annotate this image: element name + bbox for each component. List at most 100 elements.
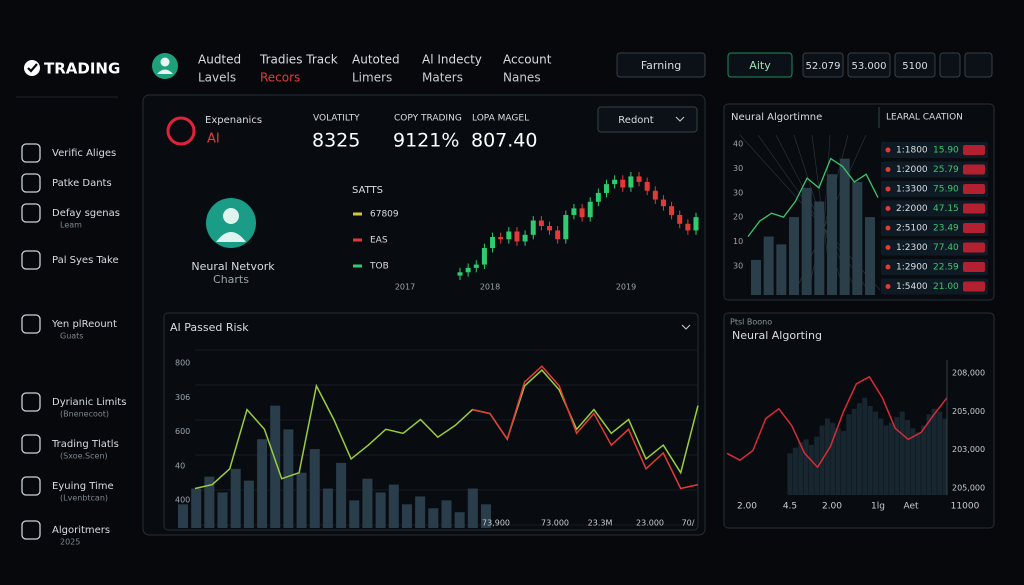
x-tick-label: 23.000 (636, 519, 664, 528)
row-tag (963, 184, 985, 194)
sidebar-sub: (Sxoe.Scen) (60, 452, 108, 461)
profile-subtitle: Charts (213, 273, 249, 286)
x-tick-label: 2019 (616, 283, 636, 292)
candle-body (514, 231, 520, 242)
sidebar-icon[interactable] (21, 203, 41, 223)
sidebar-icon[interactable] (21, 476, 41, 496)
candle-body (530, 220, 536, 235)
sidebar-icon[interactable] (21, 250, 41, 270)
legend-title: SATTS (352, 185, 383, 196)
row-icon (885, 167, 891, 172)
candle-body (547, 226, 553, 231)
quote-box[interactable] (802, 52, 844, 78)
bar (878, 418, 884, 495)
x-tick-label: 2017 (395, 283, 415, 292)
stat-label: VOLATILTY (313, 114, 360, 124)
candle-body (620, 179, 626, 188)
candle-body (587, 201, 593, 218)
sidebar-label: Algoritmers (52, 525, 110, 536)
sidebar-sub: 2025 (60, 538, 80, 547)
row-key: 2:2000 (896, 204, 928, 214)
risk-chevron[interactable] (681, 324, 691, 330)
sidebar-icon[interactable] (21, 392, 41, 412)
y-tick-label: 203,000 (952, 445, 985, 454)
row-key: 1:2300 (896, 243, 928, 253)
y-tick-label: 306 (175, 393, 190, 402)
candle-body (652, 190, 658, 200)
sidebar-label: Eyuing Time (52, 481, 114, 492)
bar (873, 411, 879, 495)
y-tick-label: 800 (175, 359, 190, 368)
sidebar-icon[interactable] (21, 434, 41, 454)
icon-button[interactable] (939, 52, 961, 78)
sidebar-icon[interactable] (21, 520, 41, 540)
nav-label: Al Indecty (422, 53, 482, 67)
sidebar-icon[interactable] (21, 143, 41, 163)
bar (309, 449, 320, 528)
sidebar-label: Verific Aliges (52, 148, 116, 159)
row-icon (885, 245, 891, 250)
legend-swatch (353, 264, 362, 268)
candle-body (498, 237, 504, 240)
bar (388, 484, 399, 528)
bar (230, 468, 241, 528)
sidebar-icon[interactable] (21, 173, 41, 193)
stat-value: 9121% (393, 130, 459, 152)
row-bg (881, 259, 988, 275)
row-tag (963, 262, 985, 272)
brand-check (27, 63, 38, 73)
bar (454, 512, 465, 528)
row-icon (885, 147, 891, 153)
candle-body (473, 264, 479, 268)
nav-label: Tradies Track (259, 53, 338, 67)
bar (926, 414, 932, 495)
quote-box[interactable] (847, 52, 891, 78)
search-box[interactable] (616, 52, 706, 78)
nav-label: Autoted (352, 53, 400, 67)
dropdown[interactable] (597, 106, 698, 133)
bar (204, 476, 215, 528)
y-tick-label: 400 (175, 496, 190, 505)
line (726, 375, 948, 469)
bar (336, 462, 347, 528)
bar (257, 439, 268, 528)
bar (801, 187, 812, 295)
stat-label: COPY TRADING (394, 114, 462, 124)
y-tick-label: 10 (733, 237, 743, 246)
x-tick-label: 23.3M (588, 519, 613, 528)
sidebar-sub: Guats (60, 332, 83, 341)
row-bg (881, 142, 988, 158)
bar (428, 508, 439, 528)
icon-button[interactable] (964, 52, 993, 78)
bar (798, 442, 804, 495)
y-tick-label: 30 (733, 188, 743, 197)
quote-box[interactable] (894, 52, 936, 78)
avatar-head (160, 57, 170, 67)
bar (401, 504, 412, 528)
bar (899, 411, 905, 495)
badge-title: Expenanics (205, 115, 262, 126)
candle-body (563, 214, 569, 240)
bar (441, 500, 452, 528)
quote: 52.079 (806, 61, 841, 72)
sidebar-icon[interactable] (21, 314, 41, 334)
bar (362, 478, 373, 528)
pair-button[interactable] (727, 52, 793, 78)
candle-body (612, 179, 618, 185)
nav-label: Limers (352, 71, 392, 85)
y-tick-label: 205,000 (952, 484, 985, 493)
x-tick-label: 4.5 (783, 502, 797, 512)
row-key: 1:5400 (896, 282, 928, 292)
candle-body (603, 184, 609, 193)
bar (910, 428, 916, 495)
forecast-caption: Ptsl Boono (730, 318, 772, 327)
x-tick-label: 73.000 (541, 519, 569, 528)
bar (415, 496, 426, 528)
bar (883, 425, 889, 495)
row-bg (881, 181, 988, 197)
nav-label: Audted (198, 53, 241, 67)
candle-body (685, 223, 691, 231)
bar (467, 488, 478, 528)
sidebar-sub: Leam (60, 221, 82, 230)
